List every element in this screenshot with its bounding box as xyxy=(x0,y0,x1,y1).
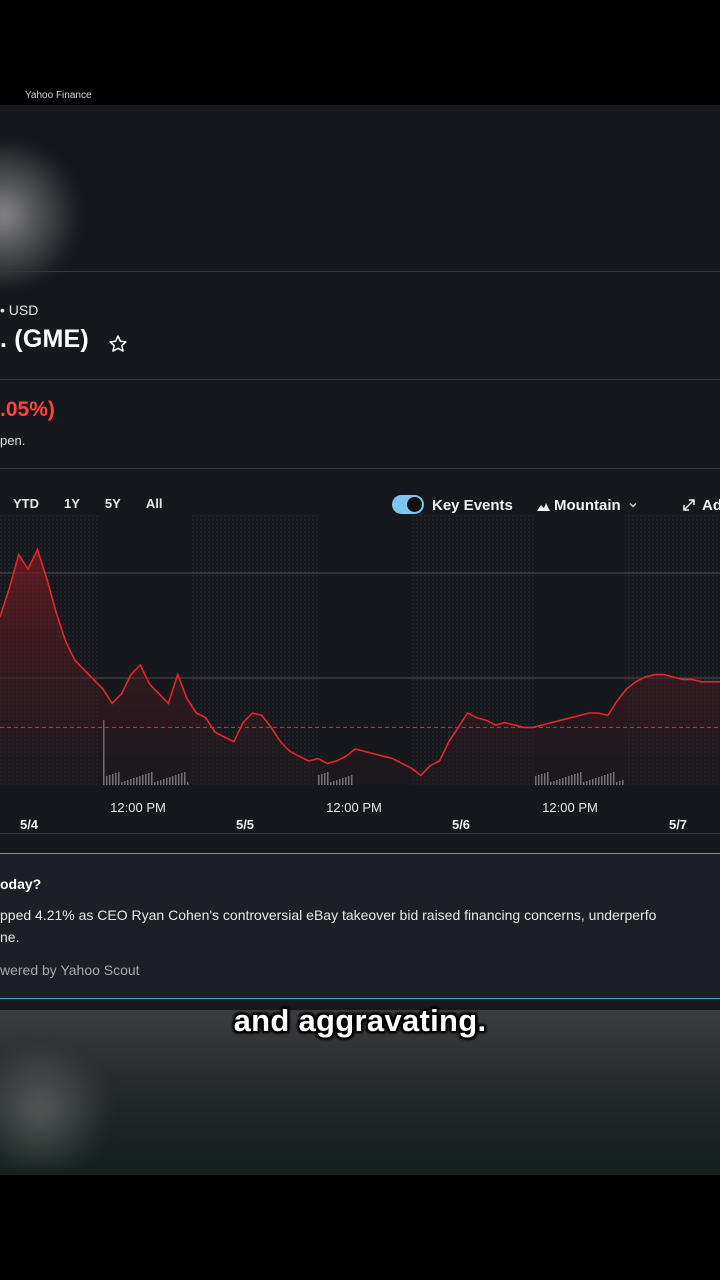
source-watermark: Yahoo Finance xyxy=(25,90,92,101)
yahoo-scout-card[interactable]: oday? pped 4.21% as CEO Ryan Cohen's con… xyxy=(0,853,720,999)
x-tick-label: 12:00 PM xyxy=(110,800,166,815)
date-label: 5/4 xyxy=(19,817,39,832)
x-tick-label: 12:00 PM xyxy=(542,800,598,815)
date-label: 5/5 xyxy=(235,817,255,832)
chart-type-dropdown[interactable]: Mountain xyxy=(554,497,621,514)
toggle-knob xyxy=(407,497,422,512)
blurred-background xyxy=(0,1010,720,1175)
date-label: 5/6 xyxy=(451,817,471,832)
divider xyxy=(0,379,720,380)
range-5y[interactable]: 5Y xyxy=(104,496,121,511)
mountain-icon xyxy=(537,503,550,511)
scout-line: ne. xyxy=(0,929,20,945)
date-label: 5/7 xyxy=(668,817,688,832)
ticker-title: . (GME) xyxy=(0,325,89,353)
scout-line: pped 4.21% as CEO Ryan Cohen's controver… xyxy=(0,907,657,923)
scout-summary: pped 4.21% as CEO Ryan Cohen's controver… xyxy=(0,904,720,948)
key-events-toggle[interactable] xyxy=(392,495,424,514)
expand-icon[interactable] xyxy=(682,498,696,512)
scout-question: oday? xyxy=(0,876,42,892)
blurred-avatar xyxy=(0,145,80,285)
price-line xyxy=(0,547,720,777)
range-selector: YTD 1Y 5Y All xyxy=(13,496,187,511)
advanced-chart-button[interactable]: Ad xyxy=(702,497,720,514)
range-all[interactable]: All xyxy=(145,496,163,511)
range-ytd[interactable]: YTD xyxy=(13,496,39,511)
exchange-currency: • USD xyxy=(0,302,39,318)
chart-canvas xyxy=(0,515,720,785)
chevron-down-icon[interactable] xyxy=(628,500,638,510)
divider xyxy=(0,271,720,272)
scout-credit: wered by Yahoo Scout xyxy=(0,962,140,978)
video-caption: and aggravating. xyxy=(233,1003,487,1038)
x-tick-label: 12:00 PM xyxy=(326,800,382,815)
key-events-label[interactable]: Key Events xyxy=(432,497,513,514)
price-chart[interactable]: 12:00 PM 12:00 PM 12:00 PM 5/4 5/5 5/6 5… xyxy=(0,515,720,845)
price-change-percent: .05%) xyxy=(0,398,55,421)
divider xyxy=(0,468,720,469)
market-status-note: pen. xyxy=(0,433,26,448)
yahoo-finance-screen: • USD . (GME) .05%) pen. YTD 1Y 5Y All K… xyxy=(0,105,720,1175)
range-1y[interactable]: 1Y xyxy=(64,496,80,511)
star-icon[interactable] xyxy=(108,334,128,354)
divider xyxy=(0,833,720,834)
